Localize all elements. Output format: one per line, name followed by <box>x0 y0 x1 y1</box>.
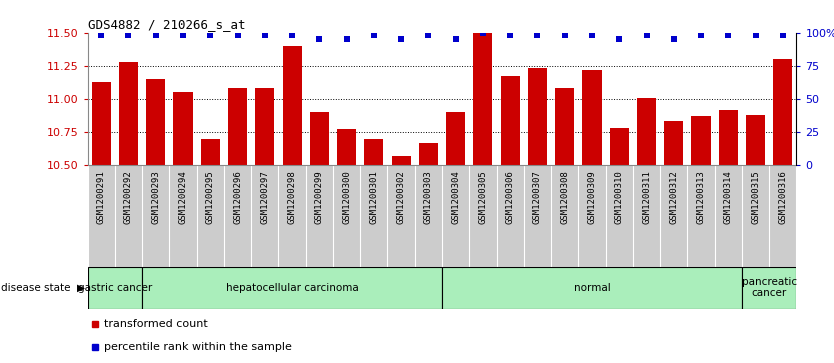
Text: GSM1200294: GSM1200294 <box>178 170 188 224</box>
Bar <box>582 70 601 165</box>
Text: GSM1200295: GSM1200295 <box>206 170 215 224</box>
Bar <box>392 156 410 165</box>
Text: gastric cancer: gastric cancer <box>78 283 152 293</box>
Text: GSM1200307: GSM1200307 <box>533 170 542 224</box>
Text: GSM1200315: GSM1200315 <box>751 170 760 224</box>
Bar <box>637 98 656 165</box>
Text: GSM1200305: GSM1200305 <box>479 170 487 224</box>
Bar <box>283 46 302 165</box>
Bar <box>746 115 765 165</box>
Text: GSM1200310: GSM1200310 <box>615 170 624 224</box>
Bar <box>555 88 575 165</box>
Text: normal: normal <box>574 283 610 293</box>
Text: GSM1200300: GSM1200300 <box>342 170 351 224</box>
Bar <box>364 139 384 165</box>
Text: GSM1200298: GSM1200298 <box>288 170 297 224</box>
Bar <box>201 139 220 165</box>
Bar <box>173 92 193 165</box>
Bar <box>442 267 742 309</box>
Text: GSM1200303: GSM1200303 <box>424 170 433 224</box>
Text: pancreatic
cancer: pancreatic cancer <box>741 277 796 298</box>
Bar <box>146 79 165 165</box>
Bar <box>773 59 792 165</box>
Bar <box>88 267 142 309</box>
Text: percentile rank within the sample: percentile rank within the sample <box>103 342 291 352</box>
Bar <box>664 122 683 165</box>
Text: GSM1200311: GSM1200311 <box>642 170 651 224</box>
Bar <box>691 116 711 165</box>
Text: GSM1200308: GSM1200308 <box>560 170 570 224</box>
Text: GSM1200292: GSM1200292 <box>124 170 133 224</box>
Text: GSM1200299: GSM1200299 <box>314 170 324 224</box>
Bar <box>719 110 738 165</box>
Bar <box>419 143 438 165</box>
Text: GSM1200301: GSM1200301 <box>369 170 379 224</box>
Text: disease state  ▶: disease state ▶ <box>1 283 85 293</box>
Bar <box>446 112 465 165</box>
Text: GSM1200297: GSM1200297 <box>260 170 269 224</box>
Bar <box>742 267 796 309</box>
Text: GSM1200293: GSM1200293 <box>151 170 160 224</box>
Bar <box>337 129 356 165</box>
Bar <box>228 88 247 165</box>
Bar <box>474 33 492 165</box>
Bar <box>142 267 442 309</box>
Text: GDS4882 / 210266_s_at: GDS4882 / 210266_s_at <box>88 18 245 31</box>
Text: GSM1200302: GSM1200302 <box>397 170 405 224</box>
Text: GSM1200296: GSM1200296 <box>233 170 242 224</box>
Text: GSM1200291: GSM1200291 <box>97 170 106 224</box>
Text: transformed count: transformed count <box>103 319 208 329</box>
Bar <box>119 62 138 165</box>
Bar <box>500 76 520 165</box>
Text: hepatocellular carcinoma: hepatocellular carcinoma <box>226 283 359 293</box>
Text: GSM1200306: GSM1200306 <box>505 170 515 224</box>
Bar <box>255 88 274 165</box>
Text: GSM1200304: GSM1200304 <box>451 170 460 224</box>
Bar <box>309 112 329 165</box>
Text: GSM1200313: GSM1200313 <box>696 170 706 224</box>
Bar <box>610 128 629 165</box>
Bar <box>528 69 547 165</box>
Text: GSM1200309: GSM1200309 <box>587 170 596 224</box>
Bar <box>92 82 111 165</box>
Text: GSM1200312: GSM1200312 <box>669 170 678 224</box>
Text: GSM1200316: GSM1200316 <box>778 170 787 224</box>
Text: GSM1200314: GSM1200314 <box>724 170 733 224</box>
